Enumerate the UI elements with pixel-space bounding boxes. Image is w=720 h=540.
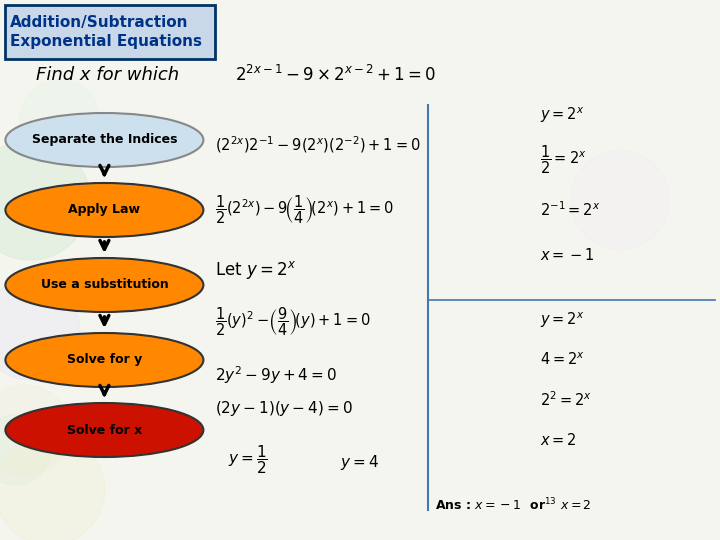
Text: $\dfrac{1}{2}=2^{x}$: $\dfrac{1}{2}=2^{x}$: [540, 144, 587, 176]
Text: Use a substitution: Use a substitution: [40, 279, 168, 292]
Text: Let $y=2^{x}$: Let $y=2^{x}$: [215, 259, 296, 281]
Ellipse shape: [5, 403, 204, 457]
Ellipse shape: [5, 258, 204, 312]
Text: $x=-1$: $x=-1$: [540, 247, 595, 263]
Text: Apply Law: Apply Law: [68, 204, 140, 217]
Circle shape: [0, 385, 70, 475]
Circle shape: [20, 80, 100, 160]
Text: $y=\dfrac{1}{2}$: $y=\dfrac{1}{2}$: [228, 444, 268, 476]
Circle shape: [0, 415, 50, 485]
Circle shape: [0, 435, 105, 540]
FancyBboxPatch shape: [5, 5, 215, 59]
Text: $x=2$: $x=2$: [540, 432, 577, 448]
Text: $\dfrac{1}{2}(2^{2x})-9\!\left(\dfrac{1}{4}\right)\!(2^{x})+1=0$: $\dfrac{1}{2}(2^{2x})-9\!\left(\dfrac{1}…: [215, 194, 394, 226]
Text: $2y^{2}-9y+4=0$: $2y^{2}-9y+4=0$: [215, 364, 337, 386]
Text: $2^{-1}=2^{x}$: $2^{-1}=2^{x}$: [540, 201, 600, 219]
Ellipse shape: [5, 183, 204, 237]
Text: $y=4$: $y=4$: [340, 453, 379, 471]
Text: Solve for x: Solve for x: [67, 423, 142, 436]
Circle shape: [0, 280, 80, 380]
Text: Separate the Indices: Separate the Indices: [32, 133, 177, 146]
Text: $y=2^{x}$: $y=2^{x}$: [540, 105, 585, 125]
Ellipse shape: [5, 333, 204, 387]
Text: Addition/Subtraction
Exponential Equations: Addition/Subtraction Exponential Equatio…: [10, 15, 202, 49]
Ellipse shape: [5, 113, 204, 167]
Text: $4=2^{x}$: $4=2^{x}$: [540, 352, 585, 368]
Text: Find x for which: Find x for which: [37, 66, 179, 84]
Text: $(2y-1)(y-4)=0$: $(2y-1)(y-4)=0$: [215, 399, 353, 417]
Circle shape: [0, 140, 90, 260]
Text: $y=2^{x}$: $y=2^{x}$: [540, 310, 585, 330]
Text: $(2^{2x})2^{-1}-9(2^{x})(2^{-2})+1=0$: $(2^{2x})2^{-1}-9(2^{x})(2^{-2})+1=0$: [215, 134, 420, 156]
Text: Ans : $x=-1$  or$^{13}$ $x=2$: Ans : $x=-1$ or$^{13}$ $x=2$: [435, 497, 592, 514]
Circle shape: [570, 150, 670, 250]
Text: $2^{2}=2^{x}$: $2^{2}=2^{x}$: [540, 390, 592, 409]
Text: $2^{2x-1}-9\times 2^{x-2}+1=0$: $2^{2x-1}-9\times 2^{x-2}+1=0$: [235, 65, 436, 85]
Text: $\dfrac{1}{2}(y)^{2}-\!\left(\dfrac{9}{4}\right)\!(y)+1=0$: $\dfrac{1}{2}(y)^{2}-\!\left(\dfrac{9}{4…: [215, 306, 371, 338]
Text: Solve for y: Solve for y: [67, 354, 142, 367]
